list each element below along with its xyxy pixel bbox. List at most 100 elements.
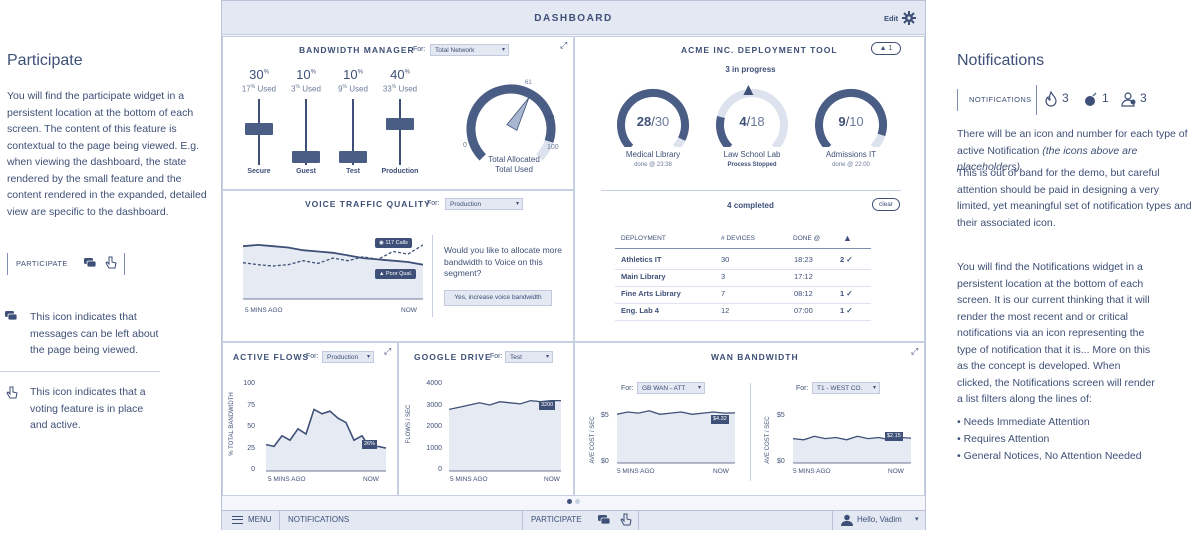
- bandwidth-select[interactable]: Total Network ▾: [430, 44, 509, 56]
- table-row[interactable]: Fine Arts Library 7 08:12 1 ✓: [615, 287, 871, 304]
- bomb-icon[interactable]: [1083, 91, 1099, 107]
- menu-label: MENU: [248, 515, 272, 524]
- expand-icon[interactable]: ⤢: [384, 346, 392, 356]
- edit-button[interactable]: Edit: [884, 14, 899, 23]
- notifications-button[interactable]: NOTIFICATIONS: [288, 515, 350, 524]
- slider-label: Secure: [247, 168, 271, 175]
- bomb-count: 1: [1102, 91, 1109, 105]
- voice-select[interactable]: Production ▾: [445, 198, 523, 210]
- slider-used-label: Used: [398, 84, 418, 94]
- slider-percent-sign: %: [404, 69, 410, 76]
- message-icon-note: This icon indicates that messages can be…: [30, 311, 159, 356]
- wan-left-tick-max: $5: [601, 412, 609, 419]
- slider-percent-value: 40: [390, 67, 405, 82]
- increase-bandwidth-button[interactable]: Yes, increase voice bandwidth: [444, 290, 552, 306]
- poor-quality-tag: ▲ Poor Qual.: [375, 269, 417, 279]
- in-progress-label: 3 in progress: [725, 65, 776, 74]
- vote-hand-icon: [5, 386, 19, 400]
- fire-icon[interactable]: [1043, 90, 1059, 107]
- table-row[interactable]: Athletics IT 30 18:23 2 ✓: [615, 253, 871, 270]
- table-row[interactable]: Main Library 3 17:12: [615, 270, 871, 287]
- bandwidth-title: BANDWIDTH MANAGER: [299, 45, 415, 55]
- user-menu[interactable]: Hello, Vadim ▾: [832, 510, 925, 530]
- slider-used-sign: %: [295, 84, 300, 90]
- wan-left-value-tag: $4.32: [711, 415, 729, 424]
- slider-secure[interactable]: 30% 17% Used Secure: [237, 67, 281, 182]
- chevron-down-icon: ▾: [501, 47, 505, 53]
- alert-badge-count: 1: [888, 45, 893, 52]
- voice-select-value: Production: [450, 200, 482, 208]
- page-dot-active[interactable]: [567, 499, 572, 504]
- voice-title: VOICE TRAFFIC QUALITY: [305, 199, 431, 209]
- message-icon[interactable]: [83, 256, 97, 270]
- vote-hand-icon[interactable]: [104, 256, 118, 270]
- deployment-progress: 28/30: [636, 114, 670, 129]
- gdrive-y-label: FLOWS / SEC: [406, 404, 412, 444]
- chevron-down-icon: ▾: [515, 201, 519, 207]
- slider-used-value: 33: [382, 84, 392, 94]
- participate-widget-sample[interactable]: PARTICIPATE: [7, 253, 125, 275]
- slider-used-label: Used: [257, 84, 277, 94]
- expand-icon[interactable]: ⤢: [560, 40, 568, 50]
- slider-percent: 30%: [237, 67, 281, 82]
- deployment-gauge[interactable]: 28/30 Medical Library done @ 23:38: [603, 87, 703, 177]
- flows-select[interactable]: Production ▾: [322, 351, 374, 363]
- gdrive-title: GOOGLE DRIVE: [414, 352, 492, 362]
- flows-tick: 75: [247, 401, 255, 409]
- menu-button[interactable]: MENU: [222, 510, 280, 530]
- user-alert-icon[interactable]: [1121, 91, 1137, 107]
- slider-handle[interactable]: [339, 151, 367, 164]
- clear-button[interactable]: clear: [872, 198, 900, 211]
- row-devices: 12: [721, 306, 730, 315]
- participate-label: PARTICIPATE: [531, 515, 582, 524]
- slider-production[interactable]: 40% 33% Used Production: [378, 67, 422, 182]
- user-count: 3: [1140, 91, 1147, 105]
- participate-widget[interactable]: PARTICIPATE: [522, 510, 639, 530]
- flows-tick: 0: [251, 466, 255, 473]
- wan-right-select[interactable]: T1 - WEST CO. ▾: [812, 382, 880, 394]
- page-dot[interactable]: [575, 499, 580, 504]
- hamburger-icon: [232, 516, 243, 524]
- gdrive-select-value: Test: [510, 353, 522, 361]
- wan-right-tick-min: $0: [777, 458, 785, 465]
- slider-used: 17% Used: [237, 84, 281, 94]
- wan-right-x-start: 5 MINS AGO: [793, 468, 831, 475]
- row-deployment: Eng. Lab 4: [621, 306, 659, 315]
- deployment-name: Law School Lab: [723, 150, 781, 159]
- bandwidth-manager-panel: BANDWIDTH MANAGER For: Total Network ▾ ⤢ …: [222, 36, 574, 190]
- flows-for-label: For:: [306, 353, 319, 360]
- deployment-gauge[interactable]: 9/10 Admissions IT done @ 22:00: [801, 87, 901, 177]
- slider-used: 33% Used: [378, 84, 422, 94]
- col-devices: # DEVICES: [721, 235, 755, 242]
- deployment-total: 30: [654, 114, 670, 129]
- wan-left-x-end: NOW: [713, 468, 729, 475]
- flows-x-start: 5 MINS AGO: [268, 476, 306, 483]
- flows-value-tag: 26%: [362, 440, 378, 449]
- notifications-p2: This is out of band for the demo, but ca…: [957, 167, 1192, 229]
- slider-used-label: Used: [302, 84, 321, 94]
- table-row[interactable]: Eng. Lab 4 12 07:00 1 ✓: [615, 304, 871, 321]
- deployment-ring: [815, 88, 887, 147]
- slider-handle[interactable]: [245, 122, 273, 135]
- row-done: 18:23: [794, 255, 813, 264]
- slider-test[interactable]: 10% 9% Used Test: [331, 67, 375, 182]
- deployment-gauge[interactable]: 4/18 Law School Lab Process Stopped ▲: [702, 80, 802, 177]
- notifications-widget-label: NOTIFICATIONS: [969, 95, 1032, 104]
- slider-handle[interactable]: [292, 151, 320, 164]
- gauge-label-used: Total Used: [495, 165, 533, 174]
- deployment-ring: [716, 89, 788, 147]
- alert-badge[interactable]: ▲ 1: [871, 42, 901, 55]
- wan-left-select[interactable]: GB WAN - ATT ▾: [637, 382, 705, 394]
- gear-icon[interactable]: [902, 11, 916, 25]
- notifications-widget-sample[interactable]: NOTIFICATIONS 3 1 3: [957, 85, 1167, 115]
- wan-right-for-label: For:: [796, 385, 809, 392]
- participate-widget-label: PARTICIPATE: [16, 259, 68, 268]
- gdrive-select[interactable]: Test ▾: [505, 351, 553, 363]
- slider-used-sign: %: [391, 84, 397, 90]
- expand-icon[interactable]: ⤢: [911, 346, 919, 356]
- message-icon[interactable]: [597, 513, 611, 527]
- slider-guest[interactable]: 10% 3% Used Guest: [284, 67, 328, 182]
- deployment-title: ACME INC. DEPLOYMENT TOOL: [681, 45, 838, 55]
- vote-hand-icon[interactable]: [619, 513, 633, 527]
- slider-handle[interactable]: [386, 118, 414, 131]
